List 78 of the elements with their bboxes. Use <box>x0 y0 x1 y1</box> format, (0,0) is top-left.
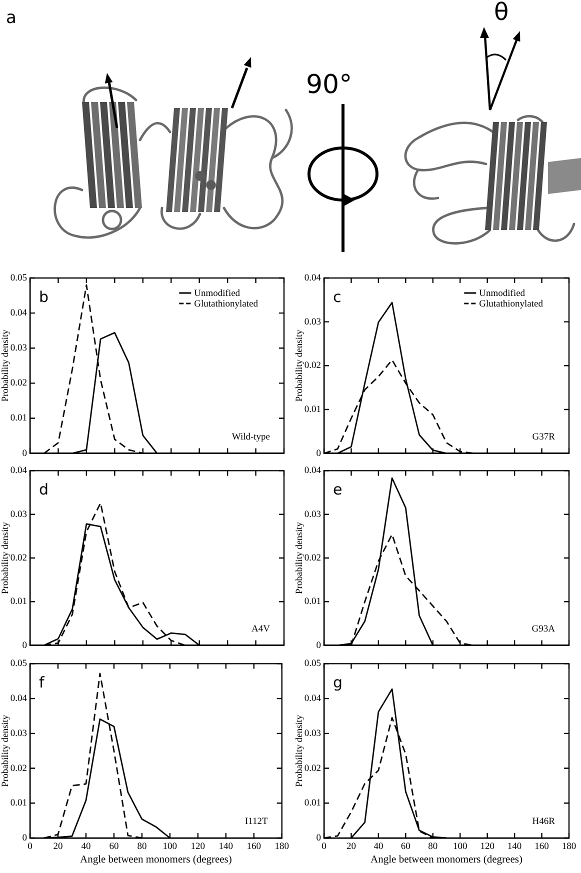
legend-label: Unmodified <box>194 289 240 299</box>
x-tick-label: 40 <box>81 842 91 852</box>
y-tick-label: 0.03 <box>10 728 28 739</box>
y-tick-label: 0.04 <box>304 466 322 476</box>
x-tick-label: 140 <box>218 842 234 852</box>
y-tick-label: 0.05 <box>10 274 28 284</box>
y-tick-label: 0.03 <box>10 510 28 520</box>
x-tick-label: 60 <box>109 842 119 852</box>
legend-label: Glutathionylated <box>479 300 544 310</box>
y-tick-label: 0.01 <box>10 798 28 809</box>
x-tick-label: 100 <box>162 842 178 852</box>
y-tick-label: 0.04 <box>304 274 322 284</box>
x-axis-title: Angle between monomers (degrees) <box>370 854 523 866</box>
text: Wild-type <box>232 432 270 442</box>
x-tick-label: 20 <box>53 842 63 852</box>
text: I112T <box>245 817 268 827</box>
x-tick-label: 160 <box>246 842 262 852</box>
legend-label: Glutathionylated <box>194 300 258 310</box>
y-tick-label: 0.02 <box>304 361 322 372</box>
text: A4V <box>252 624 270 634</box>
annotation: e <box>333 480 342 499</box>
x-tick-label: 180 <box>562 842 576 852</box>
y-tick-label: 0.02 <box>304 764 322 774</box>
y-tick-label: 0.01 <box>304 798 322 809</box>
x-tick-label: 140 <box>507 842 522 852</box>
y-tick-label: 0.03 <box>304 317 322 328</box>
y-tick-label: 0.04 <box>10 466 28 476</box>
y-tick-label: 0.02 <box>304 554 322 564</box>
x-tick-label: 40 <box>374 842 384 852</box>
y-tick-label: 0.03 <box>304 728 322 739</box>
y-tick-label: 0.02 <box>10 554 28 564</box>
y-tick-label: 0.04 <box>304 694 322 704</box>
annotation: g <box>333 674 343 692</box>
x-tick-label: 20 <box>346 842 356 852</box>
y-tick-label: 0.04 <box>10 308 28 319</box>
x-tick-label: 100 <box>452 842 468 852</box>
y-axis-title: Probability density <box>295 714 306 787</box>
y-axis-title: Probability density <box>1 714 12 787</box>
x-axis-title: Angle between monomers (degrees) <box>80 854 232 866</box>
x-tick-label: 180 <box>274 842 290 852</box>
y-axis-title: Probability density <box>1 522 12 594</box>
y-tick-label: 0.03 <box>304 510 322 520</box>
text: 90° <box>306 70 352 100</box>
y-tick-label: 0.01 <box>10 414 28 424</box>
y-tick-label: 0 <box>316 640 322 651</box>
y-tick-label: 0.05 <box>10 659 28 670</box>
y-tick-label: 0 <box>22 448 28 459</box>
x-tick-label: 60 <box>400 842 411 852</box>
text: G93A <box>532 624 556 634</box>
y-tick-label: 0.01 <box>10 597 28 608</box>
x-tick-label: 80 <box>137 842 147 852</box>
y-tick-label: 0.05 <box>304 659 322 670</box>
annotation: d <box>39 480 49 499</box>
y-tick-label: 0 <box>22 640 28 651</box>
y-tick-label: 0 <box>22 834 28 844</box>
y-tick-label: 0.01 <box>304 597 322 608</box>
y-axis-title: Probability density <box>295 522 306 594</box>
x-tick-label: 120 <box>480 842 495 852</box>
x-tick-label: 160 <box>534 842 550 852</box>
y-tick-label: 0.02 <box>10 764 28 774</box>
annotation: b <box>39 288 49 306</box>
y-axis-title: Probability density <box>295 329 306 402</box>
annotation: f <box>39 674 45 692</box>
x-tick-label: 80 <box>428 842 438 852</box>
y-tick-label: 0 <box>316 448 322 459</box>
text: H46R <box>532 817 556 827</box>
y-tick-label: 0.03 <box>10 344 28 354</box>
y-tick-label: 0.02 <box>10 378 28 389</box>
legend-label: Unmodified <box>479 289 526 299</box>
text: a <box>6 8 16 28</box>
x-tick-label: 120 <box>190 842 206 852</box>
y-tick-label: 0.04 <box>10 694 28 704</box>
text: θ <box>494 0 509 26</box>
annotation: c <box>333 288 342 306</box>
text: G37R <box>532 432 556 442</box>
y-tick-label: 0.01 <box>304 404 322 415</box>
y-tick-label: 0 <box>316 834 322 844</box>
y-axis-title: Probability density <box>1 329 12 402</box>
